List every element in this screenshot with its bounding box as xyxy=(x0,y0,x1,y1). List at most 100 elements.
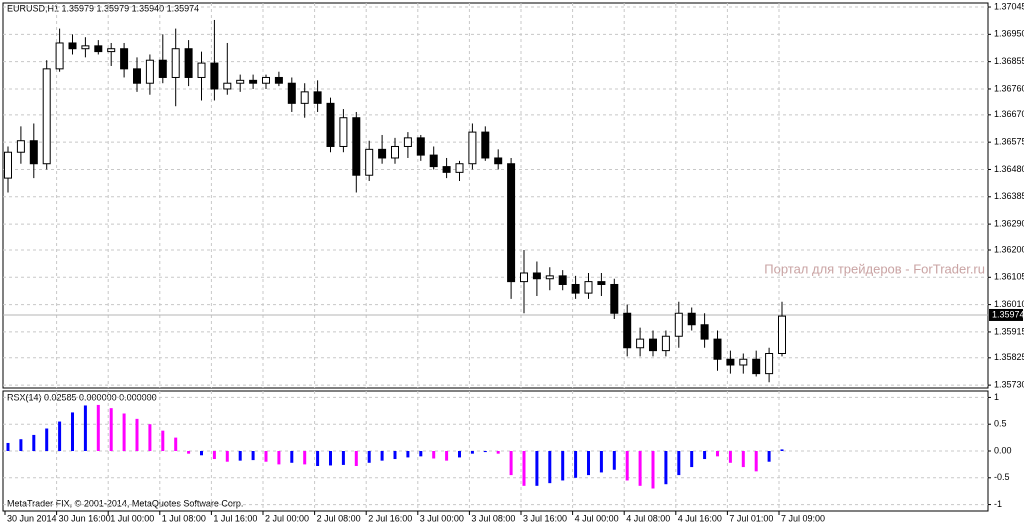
x-tick-label: 2 Jul 00:00 xyxy=(265,513,309,523)
x-tick-label: 30 Jun 2014 xyxy=(7,513,57,523)
y-tick-label: 1.35730 xyxy=(994,379,1024,389)
histogram-bar xyxy=(45,428,49,451)
x-tick-label: 7 Jul 01:00 xyxy=(729,513,773,523)
y-tick-label: 0.5 xyxy=(994,419,1007,429)
y-tick-label: 1.36855 xyxy=(994,56,1024,66)
histogram-bar xyxy=(109,408,113,451)
histogram-bar xyxy=(122,413,126,451)
y-tick-label: 1.36950 xyxy=(994,29,1024,39)
x-tick-label: 4 Jul 16:00 xyxy=(678,513,722,523)
candle-body xyxy=(68,42,77,50)
histogram-bar xyxy=(406,451,410,458)
copyright: MetaTrader FIX, © 2001-2014, MetaQuotes … xyxy=(7,498,243,508)
histogram-bar xyxy=(703,451,707,460)
candle-body xyxy=(442,166,451,173)
candle-body xyxy=(120,48,129,70)
candle-body xyxy=(429,154,438,168)
candle-body xyxy=(223,82,232,90)
candle-body xyxy=(145,59,154,84)
histogram-bar xyxy=(754,451,758,472)
candle-body xyxy=(94,45,103,53)
y-tick-label: 1 xyxy=(994,392,999,402)
histogram-bar xyxy=(548,451,552,484)
symbol-header: EURUSD,H1 1.35979 1.35979 1.35940 1.3597… xyxy=(7,3,199,13)
candle-body xyxy=(352,117,361,176)
histogram-bar xyxy=(212,451,216,460)
y-tick-label: 1.35915 xyxy=(994,326,1024,336)
candle-body xyxy=(16,140,25,153)
candle-body xyxy=(597,281,606,285)
histogram-bar xyxy=(238,451,242,461)
candle-body xyxy=(494,157,503,165)
candle-body xyxy=(403,137,412,147)
candle-body xyxy=(545,275,554,280)
y-tick-label: -0.5 xyxy=(994,472,1010,482)
histogram-bar xyxy=(470,451,474,454)
y-tick-label: 1.36385 xyxy=(994,191,1024,201)
x-tick-label: 7 Jul 09:00 xyxy=(781,513,825,523)
candle-body xyxy=(468,131,477,165)
candle-body xyxy=(649,338,657,352)
histogram-bar xyxy=(496,451,500,454)
histogram-bar xyxy=(432,451,436,459)
histogram-bar xyxy=(135,418,139,451)
histogram-bar xyxy=(200,451,203,456)
histogram-bar xyxy=(264,451,268,462)
histogram-bar xyxy=(277,451,281,465)
x-tick-label: 3 Jul 16:00 xyxy=(523,513,567,523)
candle-body xyxy=(532,272,541,280)
candle-body xyxy=(55,42,64,70)
histogram-bar xyxy=(716,451,719,457)
x-tick-label: 1 Jul 16:00 xyxy=(213,513,257,523)
histogram-bar xyxy=(483,451,487,453)
candle-body xyxy=(158,59,167,78)
histogram-bar xyxy=(561,451,565,481)
histogram-bar xyxy=(251,451,255,461)
y-tick-label: 1.36200 xyxy=(994,244,1024,254)
histogram-bar xyxy=(587,451,590,476)
candle-body xyxy=(752,358,761,375)
histogram-bar xyxy=(316,451,320,466)
histogram-bar xyxy=(780,449,784,451)
candle-body xyxy=(29,140,38,165)
candle-body xyxy=(236,79,245,84)
candle-body xyxy=(274,76,283,84)
x-tick-label: 4 Jul 00:00 xyxy=(575,513,619,523)
candle-body xyxy=(636,338,645,349)
histogram-bar xyxy=(290,451,294,463)
price-label: 1.35974 xyxy=(992,309,1024,319)
candle-body xyxy=(300,91,309,104)
histogram-bar xyxy=(664,451,668,485)
y-tick-label: -1 xyxy=(994,499,1002,509)
x-tick-label: 1 Jul 08:00 xyxy=(162,513,206,523)
x-tick-label: 30 Jun 16:00 xyxy=(59,513,111,523)
histogram-bar xyxy=(509,451,513,476)
histogram-bar xyxy=(19,439,23,451)
price-label-bg xyxy=(989,308,1023,321)
histogram-bar xyxy=(187,451,191,454)
histogram-bar xyxy=(677,451,681,476)
candle-body xyxy=(739,358,748,366)
histogram-bar xyxy=(329,451,332,466)
candle-body xyxy=(623,312,632,349)
candle-body xyxy=(4,151,12,179)
x-tick-label: 1 Jul 00:00 xyxy=(110,513,154,523)
candle-body xyxy=(313,91,322,104)
candle-body xyxy=(262,76,270,84)
y-tick-label: 1.36480 xyxy=(994,164,1024,174)
candle-body xyxy=(339,117,348,147)
histogram-bar xyxy=(367,451,371,463)
histogram-bar xyxy=(419,451,423,457)
candle-body xyxy=(571,283,580,294)
candle-body xyxy=(713,338,722,360)
candle-body xyxy=(81,45,90,50)
histogram-bar xyxy=(522,451,526,486)
y-tick-label: 1.36760 xyxy=(994,83,1024,93)
histogram-bar xyxy=(690,451,694,468)
candle-body xyxy=(210,62,219,90)
histogram-bar xyxy=(458,451,461,458)
histogram-bar xyxy=(161,430,165,451)
histogram-bar xyxy=(741,451,745,468)
y-tick-label: 1.36105 xyxy=(994,272,1024,282)
